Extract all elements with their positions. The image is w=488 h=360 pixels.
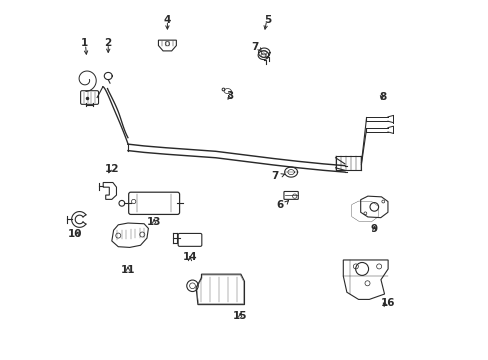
Text: 13: 13 (146, 217, 161, 226)
Text: 11: 11 (121, 265, 135, 275)
Text: 9: 9 (370, 224, 377, 234)
Text: 15: 15 (232, 311, 247, 320)
Text: 6: 6 (276, 200, 284, 210)
Text: 10: 10 (68, 229, 82, 239)
Text: 3: 3 (226, 91, 233, 101)
Text: 12: 12 (104, 164, 119, 174)
Text: 16: 16 (380, 298, 394, 309)
Text: 7: 7 (250, 42, 258, 52)
Text: 2: 2 (104, 39, 112, 48)
Text: 5: 5 (264, 15, 271, 25)
Text: 8: 8 (378, 92, 386, 102)
Text: 7: 7 (271, 171, 278, 181)
Text: 1: 1 (81, 39, 88, 48)
Text: 4: 4 (163, 15, 171, 25)
Text: 14: 14 (183, 252, 197, 262)
